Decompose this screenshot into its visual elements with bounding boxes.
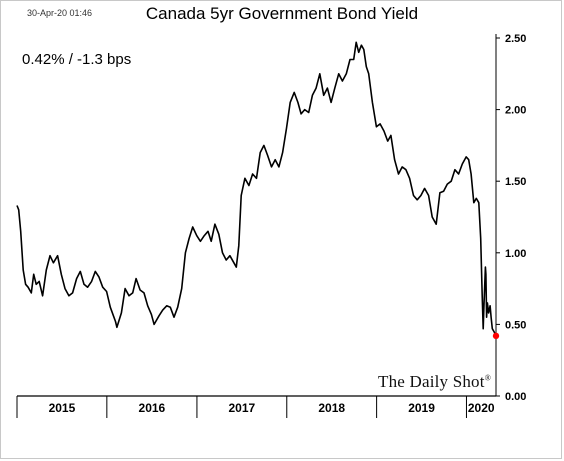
y-tick-label: 0.50 (505, 319, 526, 331)
x-tick-label: 2016 (139, 401, 166, 415)
chart-title: Canada 5yr Government Bond Yield (145, 4, 419, 23)
y-tick-label: 2.50 (505, 33, 526, 45)
y-tick-label: 0.00 (505, 391, 526, 403)
series-line (16, 41, 497, 337)
x-tick-label: 2017 (229, 401, 256, 415)
timestamp: 30-Apr-20 01:46 (27, 8, 93, 18)
x-tick-label: 2020 (468, 401, 495, 415)
x-tick-label: 2019 (408, 401, 435, 415)
y-tick-label: 1.50 (505, 176, 526, 188)
latest-value-readout: 0.42% / -1.3 bps (22, 51, 132, 68)
y-tick-label: 2.00 (505, 105, 526, 117)
x-tick-label: 2015 (49, 401, 76, 415)
brand-name: The Daily Shot (378, 372, 485, 391)
last-point-marker (492, 332, 500, 340)
brand-logo: The Daily Shot® (378, 372, 491, 392)
y-tick-label: 1.00 (505, 248, 526, 260)
brand-mark: ® (484, 373, 491, 383)
x-tick-label: 2018 (318, 401, 345, 415)
